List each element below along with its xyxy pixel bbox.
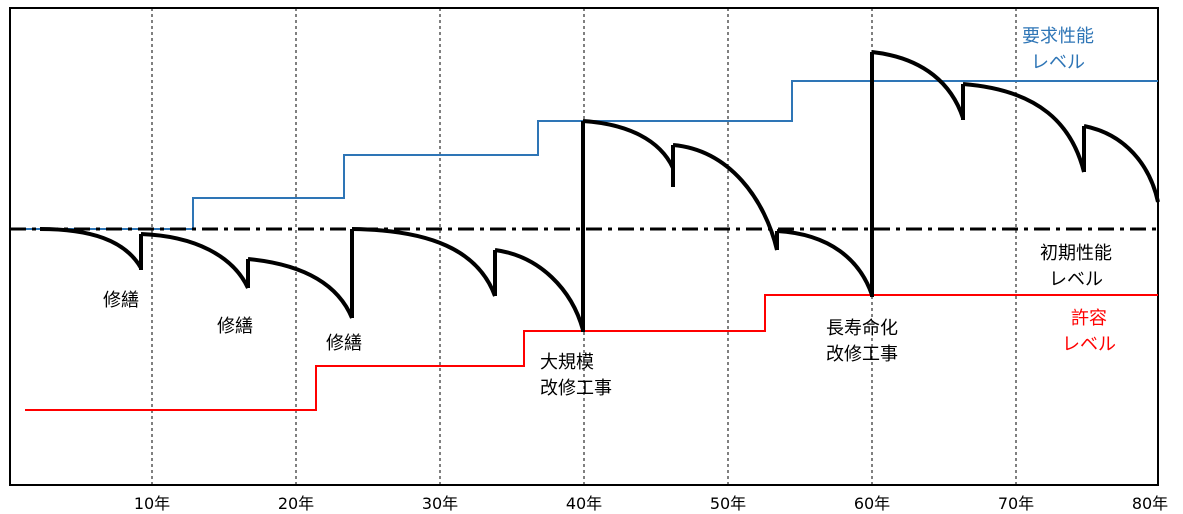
decade-gridlines	[151, 8, 1017, 485]
repair-label-1: 修繕	[103, 290, 139, 311]
curve-segment-9	[871, 50, 965, 119]
curve-segment-11	[1083, 124, 1160, 203]
allowable-level-label: 許容 レベル	[1062, 308, 1116, 355]
life-extension-label: 長寿命化 改修工事	[826, 318, 898, 365]
curve-segment-5	[494, 248, 585, 331]
performance-curve	[39, 50, 1160, 332]
repair-label-2: 修繕	[217, 316, 253, 337]
initial-level-label: 初期性能 レベル	[1040, 243, 1112, 290]
repair-label-3: 修繕	[326, 333, 362, 354]
curve-segment-2	[140, 232, 250, 289]
curve-segment-4	[351, 227, 497, 297]
curve-segment-10	[962, 82, 1086, 173]
curve-segment-1	[39, 227, 143, 270]
x-tick-50: 50年	[709, 494, 747, 513]
allowable-level-line	[25, 294, 1158, 411]
x-tick-80: 80年	[1131, 494, 1169, 513]
curve-segment-8	[776, 229, 874, 296]
curve-segment-3	[247, 257, 354, 319]
major-renovation-label: 大規模 改修工事	[540, 352, 612, 399]
curve-segment-7	[672, 143, 779, 251]
x-tick-20: 20年	[277, 494, 315, 513]
curve-segment-6	[582, 119, 675, 169]
x-tick-10: 10年	[133, 494, 171, 513]
required-level-label: 要求性能 レベル	[1022, 26, 1094, 73]
x-tick-60: 60年	[853, 494, 891, 513]
x-tick-70: 70年	[997, 494, 1035, 513]
x-tick-30: 30年	[421, 494, 459, 513]
x-tick-40: 40年	[565, 494, 603, 513]
required-level-line	[10, 80, 1158, 230]
